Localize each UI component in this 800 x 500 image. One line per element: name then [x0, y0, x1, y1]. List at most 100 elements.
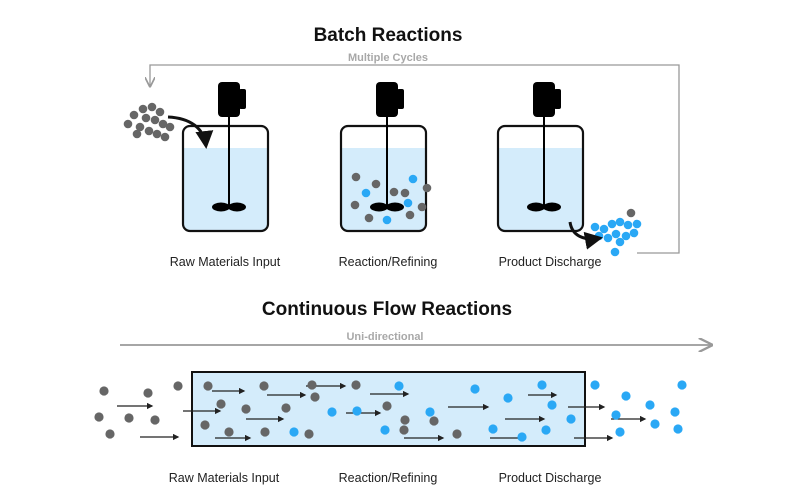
- raw-particle: [144, 126, 154, 136]
- product-particle: [599, 224, 609, 234]
- raw-particle: [429, 416, 439, 426]
- product-particle: [677, 380, 687, 390]
- raw-particle: [400, 188, 410, 198]
- raw-particle: [135, 122, 145, 132]
- flow-stage-label-reaction: Reaction/Refining: [339, 471, 438, 485]
- raw-particle: [452, 429, 462, 439]
- product-particle: [470, 384, 480, 394]
- raw-particle: [105, 429, 115, 439]
- product-particle: [610, 247, 620, 257]
- raw-particle: [141, 113, 151, 123]
- raw-particle: [132, 129, 142, 139]
- product-particle: [673, 424, 683, 434]
- raw-particle: [123, 119, 133, 129]
- raw-particle: [399, 425, 409, 435]
- motor-icon: [218, 82, 240, 117]
- product-particle: [488, 424, 498, 434]
- raw-particle: [129, 110, 139, 120]
- product-particle: [517, 432, 527, 442]
- product-particle: [615, 427, 625, 437]
- product-particle: [632, 219, 642, 229]
- discharge-arrow: [568, 221, 603, 250]
- raw-particle: [224, 427, 234, 437]
- raw-particle: [422, 183, 432, 193]
- tank-liquid: [183, 148, 268, 231]
- raw-particle: [155, 107, 165, 117]
- stirrer-paddle: [212, 202, 230, 212]
- raw-particle: [94, 412, 104, 422]
- raw-particle: [150, 415, 160, 425]
- product-particle: [623, 220, 633, 230]
- raw-particle: [382, 401, 392, 411]
- product-particle: [670, 407, 680, 417]
- raw-particle: [260, 427, 270, 437]
- stirrer-paddle: [527, 202, 545, 212]
- raw-particle: [350, 200, 360, 210]
- tank-outline: [339, 124, 428, 233]
- raw-particle: [165, 122, 175, 132]
- raw-particle: [150, 115, 160, 125]
- raw-particle: [307, 380, 317, 390]
- product-particle: [603, 233, 613, 243]
- raw-particle: [143, 388, 153, 398]
- product-particle: [537, 380, 547, 390]
- raw-particle: [147, 102, 157, 112]
- raw-particle: [400, 415, 410, 425]
- tank-3: [496, 82, 585, 233]
- cycle-label: Multiple Cycles: [348, 52, 428, 64]
- product-particle: [394, 381, 404, 391]
- product-particle: [361, 188, 371, 198]
- product-particle: [327, 407, 337, 417]
- raw-particle: [124, 413, 134, 423]
- raw-particle: [371, 179, 381, 189]
- motor-cap: [397, 89, 404, 109]
- direction-label: Uni-directional: [346, 331, 423, 343]
- raw-particle: [203, 381, 213, 391]
- raw-particle: [351, 380, 361, 390]
- product-particle: [629, 228, 639, 238]
- product-particle: [541, 425, 551, 435]
- flow-stage-label-discharge: Product Discharge: [499, 471, 602, 485]
- flow-stage-label-raw: Raw Materials Input: [169, 471, 280, 485]
- product-particle: [621, 391, 631, 401]
- product-particle: [590, 222, 600, 232]
- motor-cap: [554, 89, 561, 109]
- product-particle: [352, 406, 362, 416]
- motor-icon: [376, 82, 398, 117]
- product-particle: [380, 425, 390, 435]
- raw-particle: [216, 399, 226, 409]
- cycle-loop-arrow: [150, 64, 680, 254]
- raw-particle: [160, 132, 170, 142]
- product-particle: [382, 215, 392, 225]
- raw-particle: [152, 129, 162, 139]
- tank-outline: [181, 124, 270, 233]
- product-particle: [621, 231, 631, 241]
- stirrer-paddle: [543, 202, 561, 212]
- batch-stage-label-raw: Raw Materials Input: [170, 255, 281, 269]
- raw-particle: [99, 386, 109, 396]
- product-particle: [590, 380, 600, 390]
- product-particle: [611, 410, 621, 420]
- product-particle: [408, 174, 418, 184]
- raw-particle: [626, 208, 636, 218]
- batch-stage-label-discharge: Product Discharge: [499, 255, 602, 269]
- stirrer-paddle: [228, 202, 246, 212]
- raw-particle: [138, 104, 148, 114]
- raw-particle: [304, 429, 314, 439]
- raw-particle: [310, 392, 320, 402]
- raw-particle: [241, 404, 251, 414]
- raw-particle: [417, 202, 427, 212]
- product-particle: [645, 400, 655, 410]
- tank-liquid: [498, 148, 583, 231]
- raw-particle: [351, 172, 361, 182]
- raw-particle: [405, 210, 415, 220]
- product-particle: [403, 198, 413, 208]
- tank-liquid: [341, 148, 426, 231]
- batch-stage-label-reaction: Reaction/Refining: [339, 255, 438, 269]
- product-particle: [615, 217, 625, 227]
- raw-particle: [158, 119, 168, 129]
- batch-title: Batch Reactions: [314, 25, 463, 46]
- product-particle: [615, 237, 625, 247]
- batch-tanks: [181, 82, 585, 233]
